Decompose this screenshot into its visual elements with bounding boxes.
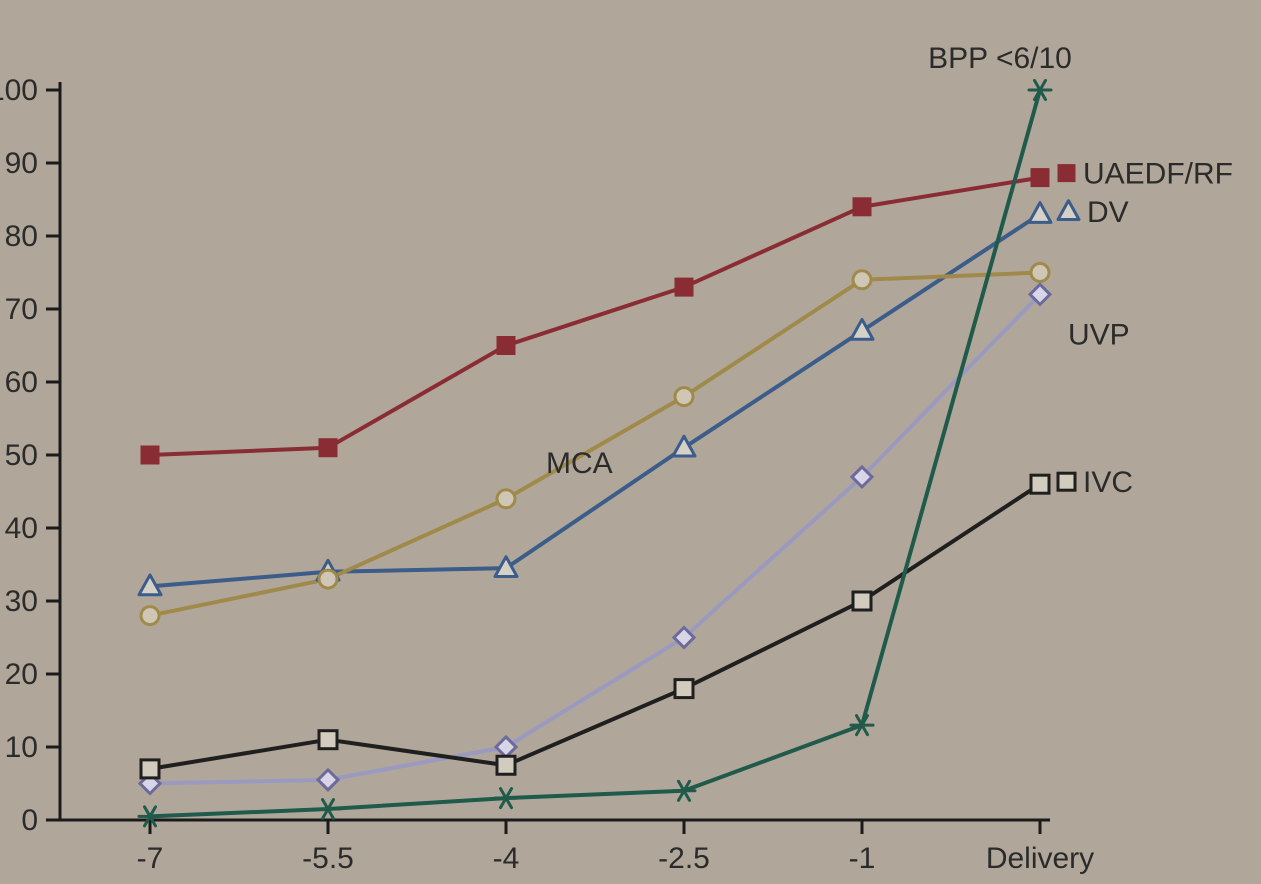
series-label-MCA: MCA (546, 447, 613, 480)
chart-container: 0 10 20 30 40 50 60 70 80 90 100 -7 -5.5 -4 -2.5 -1 Deli… (0, 0, 1261, 884)
marker-square (319, 731, 337, 749)
line-chart: 0 10 20 30 40 50 60 70 80 90 100 -7 -5.5 -4 -2.5 -1 Deli… (0, 0, 1261, 884)
y-tick-label: 50 (5, 439, 38, 472)
series-label-IVC: IVC (1083, 466, 1133, 499)
series-label-DV: DV (1087, 196, 1129, 229)
marker-square (1058, 473, 1075, 490)
marker-square-filled (853, 198, 871, 216)
y-tick-label: 60 (5, 366, 38, 399)
x-tick-label: -1 (849, 842, 876, 875)
marker-square-filled (497, 337, 515, 355)
x-tick-label: -7 (137, 842, 164, 875)
y-tick-label: 10 (5, 731, 38, 764)
marker-square (1031, 475, 1049, 493)
x-tick-label: -2.5 (658, 842, 710, 875)
marker-square (853, 592, 871, 610)
y-tick-label: 100 (0, 74, 38, 107)
marker-circle (853, 271, 871, 289)
x-tick-label: Delivery (986, 842, 1094, 875)
marker-square (141, 760, 159, 778)
marker-circle (1031, 264, 1049, 282)
marker-circle (141, 607, 159, 625)
marker-square (497, 756, 515, 774)
marker-square-filled (1058, 165, 1075, 182)
marker-square-filled (1031, 169, 1049, 187)
marker-square-filled (319, 439, 337, 457)
series-label-UAEDF/RF: UAEDF/RF (1083, 158, 1233, 191)
marker-circle (319, 570, 337, 588)
marker-square (675, 680, 693, 698)
y-tick-label: 0 (21, 804, 38, 837)
series-label-UVP: UVP (1068, 318, 1130, 351)
y-tick-label: 40 (5, 512, 38, 545)
marker-square-filled (141, 446, 159, 464)
y-tick-label: 30 (5, 585, 38, 618)
y-tick-label: 90 (5, 147, 38, 180)
y-tick-label: 80 (5, 220, 38, 253)
series-label-BPP: BPP <6/10 (928, 42, 1072, 75)
y-tick-label: 20 (5, 658, 38, 691)
marker-square-filled (675, 278, 693, 296)
marker-circle (497, 490, 515, 508)
marker-circle (675, 388, 693, 406)
x-tick-label: -4 (493, 842, 520, 875)
chart-background (0, 0, 1261, 884)
y-tick-label: 70 (5, 293, 38, 326)
x-tick-label: -5.5 (302, 842, 354, 875)
